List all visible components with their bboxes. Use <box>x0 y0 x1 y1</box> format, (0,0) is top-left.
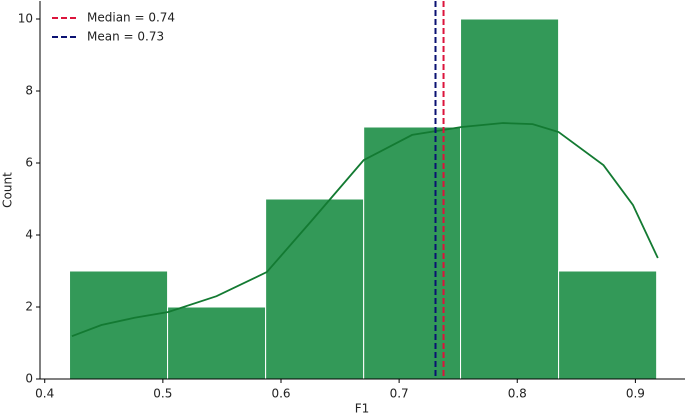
bar <box>363 126 462 380</box>
bar <box>460 18 560 380</box>
kde-line <box>71 122 659 338</box>
x-tick-label: 0.5 <box>153 387 172 401</box>
x-tick-label: 0.7 <box>390 387 409 401</box>
bar <box>69 270 169 380</box>
bar <box>265 198 365 380</box>
y-tick-label: 6 <box>25 156 33 170</box>
y-tick-label: 10 <box>18 12 33 26</box>
x-tick-label: 0.9 <box>626 387 645 401</box>
x-axis-label: F1 <box>355 402 370 416</box>
y-tick-label: 8 <box>25 84 33 98</box>
y-tick-label: 0 <box>25 372 33 386</box>
bar <box>558 270 658 380</box>
legend-label: Median = 0.74 <box>87 11 175 25</box>
x-tick-label: 0.8 <box>508 387 527 401</box>
x-tick-label: 0.4 <box>35 387 54 401</box>
y-tick-label: 4 <box>25 228 33 242</box>
y-axis-label: Count <box>1 172 15 208</box>
y-tick-label: 2 <box>25 300 33 314</box>
x-tick-label: 0.6 <box>271 387 290 401</box>
bar <box>167 306 267 380</box>
legend-label: Mean = 0.73 <box>87 30 164 44</box>
